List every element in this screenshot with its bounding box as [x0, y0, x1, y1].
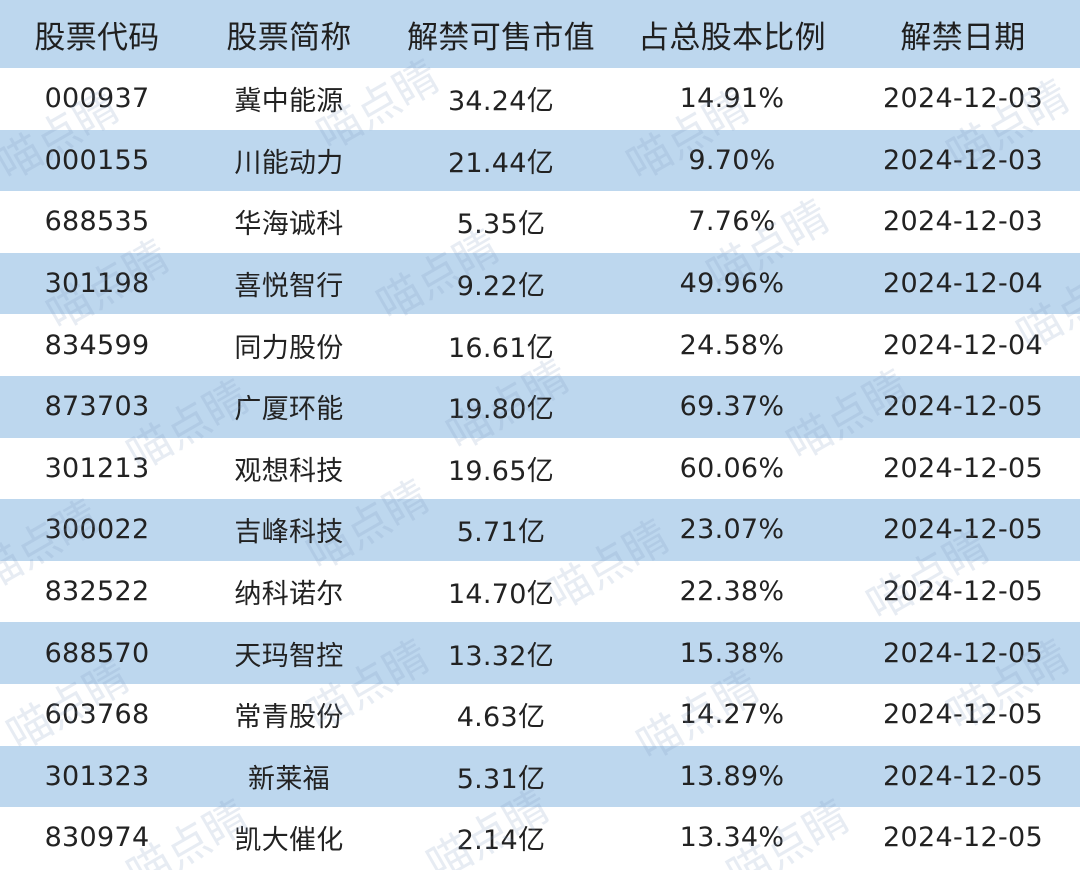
- table-header-row: 股票代码 股票简称 解禁可售市值 占总股本比例 解禁日期: [0, 0, 1080, 68]
- cell-unlock-date: 2024-12-05: [883, 699, 1043, 731]
- cell-unlock-date: 2024-12-05: [883, 452, 1043, 484]
- cell-unlock-date: 2024-12-03: [883, 144, 1043, 176]
- table-row: 000937 冀中能源 34.24亿 14.91% 2024-12-03: [0, 68, 1080, 130]
- cell-stock-code: 300022: [44, 514, 150, 546]
- cell-unlock-value: 34.24亿: [447, 86, 555, 118]
- cell-unlock-value: 5.31亿: [456, 763, 546, 795]
- cell-share-ratio: 69.37%: [679, 391, 785, 423]
- cell-stock-name: 天玛智控: [234, 640, 344, 672]
- cell-share-ratio: 7.76%: [688, 206, 776, 238]
- cell-stock-code: 834599: [44, 329, 150, 361]
- cell-unlock-value: 13.32亿: [447, 640, 555, 672]
- cell-share-ratio: 49.96%: [679, 268, 785, 300]
- table-row: 301198 喜悦智行 9.22亿 49.96% 2024-12-04: [0, 252, 1080, 315]
- cell-unlock-date: 2024-12-04: [883, 329, 1043, 361]
- table-row: 873703 广厦环能 19.80亿 69.37% 2024-12-05: [0, 375, 1080, 438]
- table-body: 000937 冀中能源 34.24亿 14.91% 2024-12-03 000155 川能…: [0, 68, 1080, 869]
- cell-stock-code: 000155: [44, 144, 150, 176]
- cell-unlock-value: 19.65亿: [447, 455, 555, 487]
- cell-unlock-value: 4.63亿: [456, 702, 546, 734]
- cell-share-ratio: 13.89%: [679, 760, 785, 792]
- cell-stock-code: 688570: [44, 637, 150, 669]
- cell-share-ratio: 22.38%: [679, 576, 785, 608]
- cell-stock-code: 301213: [44, 452, 150, 484]
- cell-unlock-value: 16.61亿: [447, 332, 555, 364]
- cell-stock-name: 华海诚科: [234, 209, 344, 241]
- cell-unlock-date: 2024-12-05: [883, 822, 1043, 854]
- header-stock-code[interactable]: 股票代码: [34, 19, 160, 56]
- cell-unlock-date: 2024-12-05: [883, 514, 1043, 546]
- cell-stock-name: 常青股份: [234, 702, 344, 734]
- cell-share-ratio: 24.58%: [679, 329, 785, 361]
- cell-share-ratio: 14.91%: [679, 83, 785, 115]
- cell-unlock-value: 5.71亿: [456, 517, 546, 549]
- cell-share-ratio: 14.27%: [679, 699, 785, 731]
- cell-stock-name: 广厦环能: [234, 394, 344, 426]
- cell-stock-name: 新莱福: [248, 763, 330, 795]
- cell-stock-name: 凯大催化: [234, 825, 344, 857]
- table-row: 832522 纳科诺尔 14.70亿 22.38% 2024-12-05: [0, 560, 1080, 623]
- table-row: 301323 新莱福 5.31亿 13.89% 2024-12-05: [0, 745, 1080, 808]
- cell-stock-name: 喜悦智行: [234, 271, 344, 303]
- cell-stock-code: 830974: [44, 822, 150, 854]
- header-share-ratio[interactable]: 占总股本比例: [638, 19, 826, 56]
- cell-share-ratio: 15.38%: [679, 637, 785, 669]
- header-unlock-value[interactable]: 解禁可售市值: [407, 19, 595, 56]
- cell-unlock-date: 2024-12-05: [883, 391, 1043, 423]
- cell-unlock-date: 2024-12-05: [883, 760, 1043, 792]
- cell-unlock-date: 2024-12-04: [883, 268, 1043, 300]
- cell-stock-name: 吉峰科技: [234, 517, 344, 549]
- cell-stock-code: 873703: [44, 391, 150, 423]
- header-unlock-date[interactable]: 解禁日期: [900, 19, 1026, 56]
- cell-stock-code: 301198: [44, 268, 150, 300]
- table-row: 688570 天玛智控 13.32亿 15.38% 2024-12-05: [0, 622, 1080, 684]
- table-row: 688535 华海诚科 5.35亿 7.76% 2024-12-03: [0, 191, 1080, 253]
- cell-unlock-value: 19.80亿: [447, 394, 555, 426]
- cell-stock-name: 冀中能源: [234, 86, 344, 118]
- cell-share-ratio: 13.34%: [679, 822, 785, 854]
- cell-share-ratio: 60.06%: [679, 452, 785, 484]
- cell-stock-name: 川能动力: [234, 147, 344, 179]
- cell-stock-code: 832522: [44, 576, 150, 608]
- table-row: 300022 吉峰科技 5.71亿 23.07% 2024-12-05: [0, 499, 1080, 561]
- cell-share-ratio: 23.07%: [679, 514, 785, 546]
- cell-stock-name: 纳科诺尔: [234, 579, 344, 611]
- cell-stock-name: 同力股份: [234, 332, 344, 364]
- cell-unlock-date: 2024-12-03: [883, 206, 1043, 238]
- cell-unlock-date: 2024-12-05: [883, 637, 1043, 669]
- cell-stock-code: 000937: [44, 83, 150, 115]
- cell-stock-code: 603768: [44, 699, 150, 731]
- cell-unlock-value: 5.35亿: [456, 209, 546, 241]
- cell-stock-code: 301323: [44, 760, 150, 792]
- header-stock-name[interactable]: 股票简称: [226, 19, 352, 56]
- cell-unlock-value: 9.22亿: [456, 271, 546, 303]
- table-row: 000155 川能动力 21.44亿 9.70% 2024-12-03: [0, 129, 1080, 192]
- cell-unlock-value: 21.44亿: [447, 147, 555, 179]
- cell-unlock-value: 14.70亿: [447, 579, 555, 611]
- cell-stock-name: 观想科技: [234, 455, 344, 487]
- cell-unlock-date: 2024-12-05: [883, 576, 1043, 608]
- cell-unlock-date: 2024-12-03: [883, 83, 1043, 115]
- cell-share-ratio: 9.70%: [688, 144, 776, 176]
- table-row: 830974 凯大催化 2.14亿 13.34% 2024-12-05: [0, 807, 1080, 869]
- table-row: 603768 常青股份 4.63亿 14.27% 2024-12-05: [0, 683, 1080, 746]
- table-row: 301213 观想科技 19.65亿 60.06% 2024-12-05: [0, 437, 1080, 500]
- cell-unlock-value: 2.14亿: [456, 825, 546, 857]
- cell-stock-code: 688535: [44, 206, 150, 238]
- table-row: 834599 同力股份 16.61亿 24.58% 2024-12-04: [0, 314, 1080, 376]
